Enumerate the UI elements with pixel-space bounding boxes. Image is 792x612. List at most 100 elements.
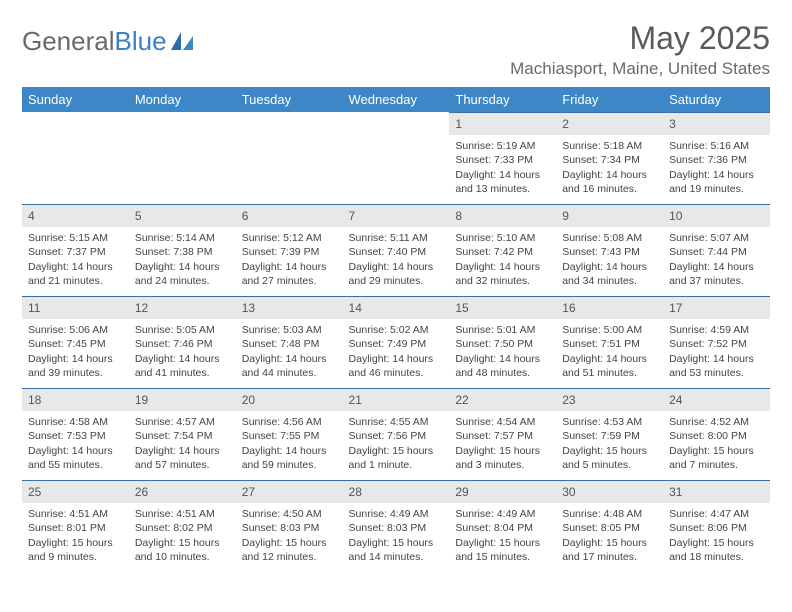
day-number: 11 bbox=[22, 296, 129, 319]
daylight-text: Daylight: 14 hours and 53 minutes. bbox=[669, 352, 764, 380]
calendar-cell bbox=[129, 112, 236, 204]
day-body: Sunrise: 4:51 AMSunset: 8:01 PMDaylight:… bbox=[22, 503, 129, 568]
day-body: Sunrise: 4:54 AMSunset: 7:57 PMDaylight:… bbox=[449, 411, 556, 476]
sunset-text: Sunset: 7:38 PM bbox=[135, 245, 230, 259]
day-body: Sunrise: 5:18 AMSunset: 7:34 PMDaylight:… bbox=[556, 135, 663, 200]
day-body: Sunrise: 4:53 AMSunset: 7:59 PMDaylight:… bbox=[556, 411, 663, 476]
sunrise-text: Sunrise: 4:57 AM bbox=[135, 415, 230, 429]
day-number: 1 bbox=[449, 112, 556, 135]
sunrise-text: Sunrise: 4:50 AM bbox=[242, 507, 337, 521]
daylight-text: Daylight: 14 hours and 41 minutes. bbox=[135, 352, 230, 380]
sunrise-text: Sunrise: 5:15 AM bbox=[28, 231, 123, 245]
daylight-text: Daylight: 15 hours and 12 minutes. bbox=[242, 536, 337, 564]
sail-icon bbox=[171, 26, 193, 57]
calendar-week: 4Sunrise: 5:15 AMSunset: 7:37 PMDaylight… bbox=[22, 204, 770, 296]
day-body: Sunrise: 5:15 AMSunset: 7:37 PMDaylight:… bbox=[22, 227, 129, 292]
sunset-text: Sunset: 7:59 PM bbox=[562, 429, 657, 443]
calendar-cell: 17Sunrise: 4:59 AMSunset: 7:52 PMDayligh… bbox=[663, 296, 770, 388]
daylight-text: Daylight: 14 hours and 27 minutes. bbox=[242, 260, 337, 288]
day-number: 21 bbox=[343, 388, 450, 411]
sunset-text: Sunset: 8:05 PM bbox=[562, 521, 657, 535]
day-body: Sunrise: 5:16 AMSunset: 7:36 PMDaylight:… bbox=[663, 135, 770, 200]
daylight-text: Daylight: 15 hours and 1 minute. bbox=[349, 444, 444, 472]
day-number: 19 bbox=[129, 388, 236, 411]
calendar-cell: 24Sunrise: 4:52 AMSunset: 8:00 PMDayligh… bbox=[663, 388, 770, 480]
sunset-text: Sunset: 7:55 PM bbox=[242, 429, 337, 443]
sunset-text: Sunset: 7:51 PM bbox=[562, 337, 657, 351]
day-body: Sunrise: 4:52 AMSunset: 8:00 PMDaylight:… bbox=[663, 411, 770, 476]
day-body: Sunrise: 4:59 AMSunset: 7:52 PMDaylight:… bbox=[663, 319, 770, 384]
sunset-text: Sunset: 7:37 PM bbox=[28, 245, 123, 259]
sunset-text: Sunset: 8:00 PM bbox=[669, 429, 764, 443]
sunrise-text: Sunrise: 5:06 AM bbox=[28, 323, 123, 337]
daylight-text: Daylight: 14 hours and 57 minutes. bbox=[135, 444, 230, 472]
sunrise-text: Sunrise: 4:52 AM bbox=[669, 415, 764, 429]
calendar-cell: 28Sunrise: 4:49 AMSunset: 8:03 PMDayligh… bbox=[343, 480, 450, 572]
day-number: 5 bbox=[129, 204, 236, 227]
day-number: 7 bbox=[343, 204, 450, 227]
location-subtitle: Machiasport, Maine, United States bbox=[510, 59, 770, 79]
daylight-text: Daylight: 14 hours and 34 minutes. bbox=[562, 260, 657, 288]
calendar-cell: 5Sunrise: 5:14 AMSunset: 7:38 PMDaylight… bbox=[129, 204, 236, 296]
sunrise-text: Sunrise: 4:59 AM bbox=[669, 323, 764, 337]
daylight-text: Daylight: 15 hours and 15 minutes. bbox=[455, 536, 550, 564]
day-body: Sunrise: 4:49 AMSunset: 8:03 PMDaylight:… bbox=[343, 503, 450, 568]
sunrise-text: Sunrise: 4:48 AM bbox=[562, 507, 657, 521]
sunrise-text: Sunrise: 4:55 AM bbox=[349, 415, 444, 429]
daylight-text: Daylight: 14 hours and 48 minutes. bbox=[455, 352, 550, 380]
day-number: 4 bbox=[22, 204, 129, 227]
calendar-week: 18Sunrise: 4:58 AMSunset: 7:53 PMDayligh… bbox=[22, 388, 770, 480]
sunset-text: Sunset: 7:50 PM bbox=[455, 337, 550, 351]
day-number: 10 bbox=[663, 204, 770, 227]
sunrise-text: Sunrise: 5:00 AM bbox=[562, 323, 657, 337]
day-number: 13 bbox=[236, 296, 343, 319]
daylight-text: Daylight: 14 hours and 55 minutes. bbox=[28, 444, 123, 472]
daylight-text: Daylight: 14 hours and 44 minutes. bbox=[242, 352, 337, 380]
day-body: Sunrise: 5:12 AMSunset: 7:39 PMDaylight:… bbox=[236, 227, 343, 292]
day-body: Sunrise: 4:56 AMSunset: 7:55 PMDaylight:… bbox=[236, 411, 343, 476]
calendar-cell: 1Sunrise: 5:19 AMSunset: 7:33 PMDaylight… bbox=[449, 112, 556, 204]
sunrise-text: Sunrise: 5:12 AM bbox=[242, 231, 337, 245]
day-number: 23 bbox=[556, 388, 663, 411]
sunrise-text: Sunrise: 5:03 AM bbox=[242, 323, 337, 337]
day-header: Saturday bbox=[663, 87, 770, 112]
calendar-cell: 10Sunrise: 5:07 AMSunset: 7:44 PMDayligh… bbox=[663, 204, 770, 296]
sunrise-text: Sunrise: 5:11 AM bbox=[349, 231, 444, 245]
day-body: Sunrise: 5:19 AMSunset: 7:33 PMDaylight:… bbox=[449, 135, 556, 200]
day-body: Sunrise: 5:06 AMSunset: 7:45 PMDaylight:… bbox=[22, 319, 129, 384]
day-body: Sunrise: 4:47 AMSunset: 8:06 PMDaylight:… bbox=[663, 503, 770, 568]
sunset-text: Sunset: 7:46 PM bbox=[135, 337, 230, 351]
daylight-text: Daylight: 14 hours and 21 minutes. bbox=[28, 260, 123, 288]
day-body: Sunrise: 4:49 AMSunset: 8:04 PMDaylight:… bbox=[449, 503, 556, 568]
day-body: Sunrise: 5:08 AMSunset: 7:43 PMDaylight:… bbox=[556, 227, 663, 292]
calendar-week: 1Sunrise: 5:19 AMSunset: 7:33 PMDaylight… bbox=[22, 112, 770, 204]
sunset-text: Sunset: 7:43 PM bbox=[562, 245, 657, 259]
calendar-cell: 3Sunrise: 5:16 AMSunset: 7:36 PMDaylight… bbox=[663, 112, 770, 204]
sunset-text: Sunset: 7:44 PM bbox=[669, 245, 764, 259]
sunrise-text: Sunrise: 5:18 AM bbox=[562, 139, 657, 153]
sunrise-text: Sunrise: 4:51 AM bbox=[135, 507, 230, 521]
day-number: 14 bbox=[343, 296, 450, 319]
day-body: Sunrise: 5:02 AMSunset: 7:49 PMDaylight:… bbox=[343, 319, 450, 384]
sunset-text: Sunset: 7:36 PM bbox=[669, 153, 764, 167]
sunset-text: Sunset: 8:04 PM bbox=[455, 521, 550, 535]
sunset-text: Sunset: 7:49 PM bbox=[349, 337, 444, 351]
day-body: Sunrise: 5:07 AMSunset: 7:44 PMDaylight:… bbox=[663, 227, 770, 292]
day-header: Tuesday bbox=[236, 87, 343, 112]
day-number: 27 bbox=[236, 480, 343, 503]
daylight-text: Daylight: 14 hours and 13 minutes. bbox=[455, 168, 550, 196]
sunset-text: Sunset: 7:33 PM bbox=[455, 153, 550, 167]
sunset-text: Sunset: 7:42 PM bbox=[455, 245, 550, 259]
sunset-text: Sunset: 7:52 PM bbox=[669, 337, 764, 351]
sunset-text: Sunset: 7:57 PM bbox=[455, 429, 550, 443]
calendar-cell bbox=[236, 112, 343, 204]
day-number: 16 bbox=[556, 296, 663, 319]
day-number: 26 bbox=[129, 480, 236, 503]
daylight-text: Daylight: 15 hours and 17 minutes. bbox=[562, 536, 657, 564]
sunset-text: Sunset: 7:45 PM bbox=[28, 337, 123, 351]
day-number: 12 bbox=[129, 296, 236, 319]
daylight-text: Daylight: 15 hours and 14 minutes. bbox=[349, 536, 444, 564]
calendar-body: 1Sunrise: 5:19 AMSunset: 7:33 PMDaylight… bbox=[22, 112, 770, 572]
sunrise-text: Sunrise: 5:05 AM bbox=[135, 323, 230, 337]
day-body: Sunrise: 4:55 AMSunset: 7:56 PMDaylight:… bbox=[343, 411, 450, 476]
